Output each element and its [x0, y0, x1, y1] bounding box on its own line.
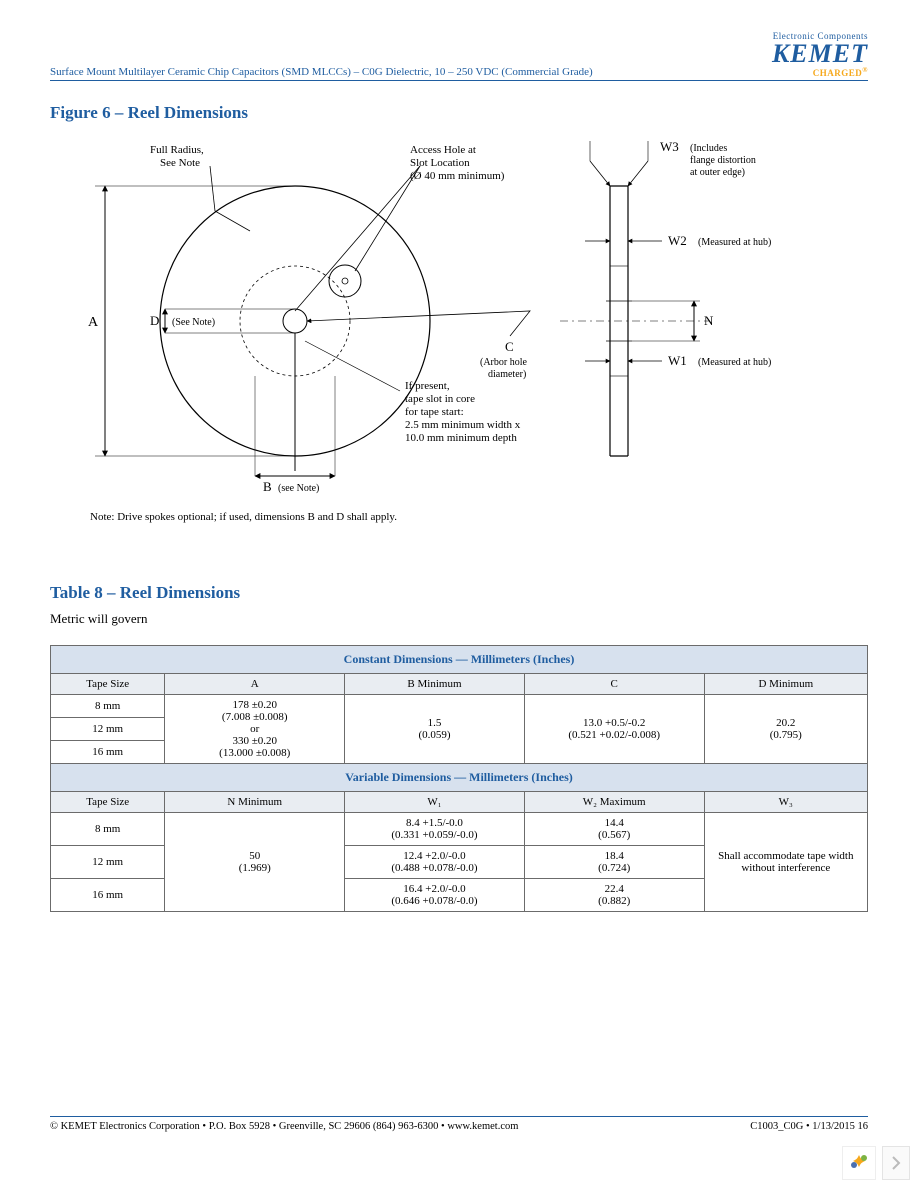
svg-text:Full Radius,: Full Radius,: [150, 144, 204, 156]
svg-text:at outer edge): at outer edge): [690, 167, 745, 178]
page-footer: © KEMET Electronics Corporation • P.O. B…: [50, 1116, 868, 1132]
table-section-header: Constant Dimensions — Millimeters (Inche…: [51, 646, 868, 674]
reel-diagram: Full Radius, See Note Access Hole at Slo…: [50, 131, 868, 505]
svg-text:diameter): diameter): [488, 369, 526, 380]
svg-text:B: B: [263, 479, 272, 494]
table-section-header: Variable Dimensions — Millimeters (Inche…: [51, 764, 868, 792]
svg-text:(Includes: (Includes: [690, 143, 727, 154]
table-heading: Table 8 – Reel Dimensions: [50, 583, 868, 603]
footer-right: C1003_C0G • 1/13/2015 16: [750, 1121, 868, 1132]
svg-text:W3: W3: [660, 139, 679, 154]
footer-left: © KEMET Electronics Corporation • P.O. B…: [50, 1121, 518, 1132]
svg-text:2.5 mm minimum width x: 2.5 mm minimum width x: [405, 419, 521, 431]
table-row: 8 mm 178 ±0.20 (7.008 ±0.008) or 330 ±0.…: [51, 695, 868, 718]
svg-text:Access Hole at: Access Hole at: [410, 144, 476, 156]
svg-text:(Measured at hub): (Measured at hub): [698, 237, 771, 248]
svg-text:See Note: See Note: [160, 157, 200, 169]
col-header: W₃: [704, 792, 867, 813]
svg-text:If present,: If present,: [405, 380, 450, 392]
col-header: Tape Size: [51, 792, 165, 813]
table-row: 8 mm 50(1.969) 8.4 +1.5/-0.0(0.331 +0.05…: [51, 813, 868, 846]
svg-text:C: C: [505, 339, 514, 354]
figure-heading: Figure 6 – Reel Dimensions: [50, 103, 868, 123]
col-header: A: [165, 674, 345, 695]
svg-text:(Arbor hole: (Arbor hole: [480, 357, 527, 368]
table-subcaption: Metric will govern: [50, 611, 868, 627]
col-header: Tape Size: [51, 674, 165, 695]
svg-text:W2: W2: [668, 233, 687, 248]
col-header: B Minimum: [345, 674, 525, 695]
svg-text:D: D: [150, 313, 159, 328]
kemet-logo: Electronic Components KEMET CHARGED®: [772, 32, 868, 78]
svg-text:tape slot in core: tape slot in core: [405, 393, 475, 405]
svg-text:(See Note): (See Note): [172, 317, 215, 328]
svg-text:(Ø 40 mm minimum): (Ø 40 mm minimum): [410, 170, 505, 182]
svg-text:(Measured at hub): (Measured at hub): [698, 357, 771, 368]
svg-text:N: N: [704, 313, 714, 328]
svg-text:(see Note): (see Note): [278, 483, 319, 494]
svg-text:Slot Location: Slot Location: [410, 157, 470, 169]
pager-logo-icon[interactable]: [842, 1146, 876, 1180]
doc-title: Surface Mount Multilayer Ceramic Chip Ca…: [50, 66, 593, 78]
col-header: W₂ Maximum: [524, 792, 704, 813]
page-header: Surface Mount Multilayer Ceramic Chip Ca…: [50, 32, 868, 81]
svg-text:A: A: [88, 315, 99, 330]
svg-text:flange distortion: flange distortion: [690, 155, 756, 166]
col-header: N Minimum: [165, 792, 345, 813]
figure-note: Note: Drive spokes optional; if used, di…: [90, 511, 868, 523]
svg-text:for tape start:: for tape start:: [405, 406, 464, 418]
svg-text:10.0 mm minimum depth: 10.0 mm minimum depth: [405, 432, 517, 444]
col-header: D Minimum: [704, 674, 867, 695]
pager: [842, 1146, 910, 1180]
reel-dimensions-table: Constant Dimensions — Millimeters (Inche…: [50, 645, 868, 912]
next-page-button[interactable]: [882, 1146, 910, 1180]
col-header: C: [524, 674, 704, 695]
svg-text:W1: W1: [668, 353, 687, 368]
col-header: W₁: [345, 792, 525, 813]
